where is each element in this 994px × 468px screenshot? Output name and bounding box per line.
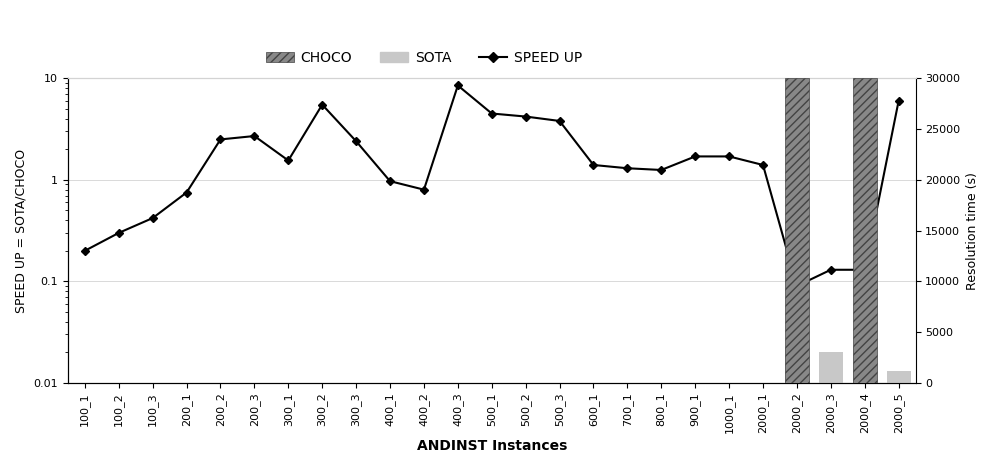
Bar (853, 347, 877, 383)
Legend: CHOCO, SOTA, SPEED UP: CHOCO, SOTA, SPEED UP (260, 46, 587, 71)
Bar (853, 78, 877, 383)
Bar (819, 352, 843, 383)
Bar (887, 371, 911, 383)
X-axis label: ANDINST Instances: ANDINST Instances (416, 439, 567, 453)
Y-axis label: Resolution time (s): Resolution time (s) (966, 172, 979, 290)
Bar (785, 347, 809, 383)
Y-axis label: SPEED UP = SOTA/CHOCO: SPEED UP = SOTA/CHOCO (15, 148, 28, 313)
Bar (785, 78, 809, 383)
